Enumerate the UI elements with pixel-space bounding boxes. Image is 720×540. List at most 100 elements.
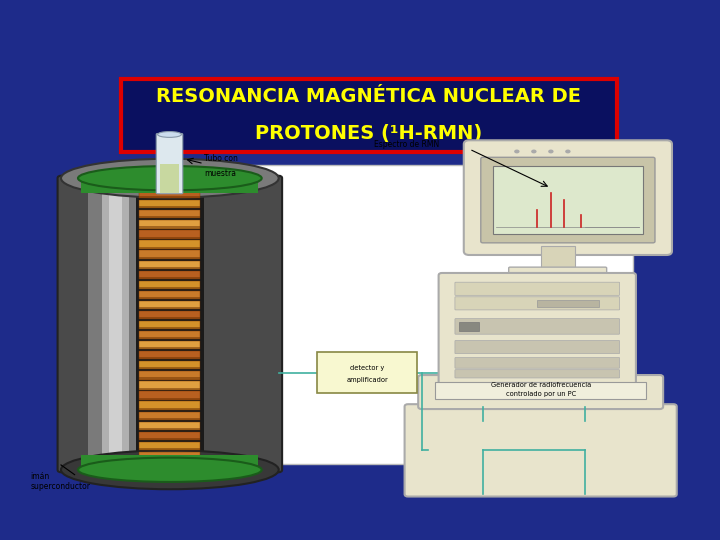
Bar bbox=[139, 448, 200, 450]
FancyBboxPatch shape bbox=[139, 271, 200, 279]
Bar bbox=[139, 186, 200, 188]
Bar bbox=[139, 256, 200, 259]
FancyBboxPatch shape bbox=[139, 452, 200, 460]
FancyBboxPatch shape bbox=[81, 455, 258, 470]
Bar bbox=[139, 217, 200, 219]
Bar bbox=[139, 337, 200, 339]
Bar bbox=[139, 367, 200, 369]
FancyBboxPatch shape bbox=[481, 157, 655, 243]
Bar bbox=[139, 357, 200, 360]
Ellipse shape bbox=[78, 166, 261, 191]
FancyBboxPatch shape bbox=[418, 375, 663, 409]
FancyBboxPatch shape bbox=[455, 357, 620, 368]
Circle shape bbox=[565, 150, 571, 153]
FancyBboxPatch shape bbox=[139, 361, 200, 369]
FancyBboxPatch shape bbox=[121, 79, 617, 152]
FancyBboxPatch shape bbox=[455, 319, 620, 334]
FancyBboxPatch shape bbox=[455, 282, 620, 295]
Ellipse shape bbox=[78, 458, 261, 482]
FancyBboxPatch shape bbox=[318, 352, 417, 394]
Bar bbox=[139, 397, 200, 400]
FancyBboxPatch shape bbox=[139, 210, 200, 219]
Circle shape bbox=[548, 150, 554, 153]
Bar bbox=[537, 300, 598, 307]
FancyBboxPatch shape bbox=[139, 411, 200, 420]
FancyBboxPatch shape bbox=[139, 240, 200, 248]
FancyBboxPatch shape bbox=[139, 220, 200, 228]
Ellipse shape bbox=[136, 462, 204, 477]
Bar bbox=[139, 418, 200, 420]
Ellipse shape bbox=[136, 171, 204, 186]
Text: superconductor: superconductor bbox=[30, 482, 91, 491]
Ellipse shape bbox=[61, 159, 279, 198]
FancyBboxPatch shape bbox=[139, 311, 200, 319]
FancyBboxPatch shape bbox=[139, 392, 200, 400]
FancyBboxPatch shape bbox=[405, 404, 677, 497]
FancyBboxPatch shape bbox=[493, 166, 643, 234]
Bar bbox=[139, 458, 200, 460]
Bar bbox=[139, 277, 200, 279]
FancyBboxPatch shape bbox=[139, 401, 200, 410]
FancyBboxPatch shape bbox=[139, 422, 200, 430]
FancyBboxPatch shape bbox=[455, 341, 620, 354]
Bar bbox=[139, 267, 200, 269]
FancyBboxPatch shape bbox=[455, 297, 620, 310]
Bar bbox=[139, 247, 200, 248]
FancyBboxPatch shape bbox=[139, 321, 200, 329]
FancyBboxPatch shape bbox=[435, 382, 646, 400]
FancyBboxPatch shape bbox=[139, 431, 200, 440]
FancyBboxPatch shape bbox=[139, 372, 200, 380]
FancyBboxPatch shape bbox=[139, 281, 200, 289]
Text: amplificador: amplificador bbox=[346, 377, 388, 383]
Bar bbox=[160, 164, 179, 193]
FancyBboxPatch shape bbox=[106, 165, 633, 464]
FancyBboxPatch shape bbox=[58, 176, 282, 472]
Bar bbox=[136, 178, 204, 470]
Bar bbox=[139, 408, 200, 410]
FancyBboxPatch shape bbox=[139, 341, 200, 349]
Bar bbox=[139, 297, 200, 299]
Text: imán: imán bbox=[30, 472, 50, 481]
FancyBboxPatch shape bbox=[139, 351, 200, 360]
FancyBboxPatch shape bbox=[464, 140, 672, 255]
Bar bbox=[139, 377, 200, 380]
FancyBboxPatch shape bbox=[139, 190, 200, 198]
FancyBboxPatch shape bbox=[156, 133, 183, 194]
Bar bbox=[139, 438, 200, 440]
Bar bbox=[459, 322, 480, 332]
FancyBboxPatch shape bbox=[455, 370, 620, 378]
FancyBboxPatch shape bbox=[139, 331, 200, 339]
Bar bbox=[541, 246, 575, 271]
Text: controlado por un PC: controlado por un PC bbox=[505, 392, 576, 397]
FancyBboxPatch shape bbox=[139, 260, 200, 269]
Bar bbox=[139, 307, 200, 309]
Circle shape bbox=[531, 150, 536, 153]
Text: RESONANCIA MAGNÉTICA NUCLEAR DE: RESONANCIA MAGNÉTICA NUCLEAR DE bbox=[156, 87, 582, 106]
FancyBboxPatch shape bbox=[139, 200, 200, 208]
Bar bbox=[109, 178, 122, 470]
Bar bbox=[139, 226, 200, 228]
FancyBboxPatch shape bbox=[438, 273, 636, 384]
FancyBboxPatch shape bbox=[139, 251, 200, 259]
Bar bbox=[139, 317, 200, 319]
Text: muestra: muestra bbox=[204, 169, 236, 178]
Bar bbox=[139, 287, 200, 289]
FancyBboxPatch shape bbox=[139, 442, 200, 450]
Ellipse shape bbox=[61, 450, 279, 489]
Text: Espectro de RMN: Espectro de RMN bbox=[374, 140, 439, 149]
FancyBboxPatch shape bbox=[509, 267, 607, 281]
Text: Tubo con: Tubo con bbox=[204, 154, 238, 163]
Bar bbox=[139, 428, 200, 430]
Text: PROTONES (¹H-RMN): PROTONES (¹H-RMN) bbox=[256, 124, 482, 143]
Circle shape bbox=[514, 150, 520, 153]
Text: detector y: detector y bbox=[350, 364, 384, 371]
FancyBboxPatch shape bbox=[139, 301, 200, 309]
FancyBboxPatch shape bbox=[139, 231, 200, 239]
Ellipse shape bbox=[158, 132, 181, 137]
Bar bbox=[139, 388, 200, 390]
Bar bbox=[102, 178, 129, 470]
Bar bbox=[89, 178, 143, 470]
FancyBboxPatch shape bbox=[139, 291, 200, 299]
Bar bbox=[139, 206, 200, 208]
FancyBboxPatch shape bbox=[139, 381, 200, 390]
